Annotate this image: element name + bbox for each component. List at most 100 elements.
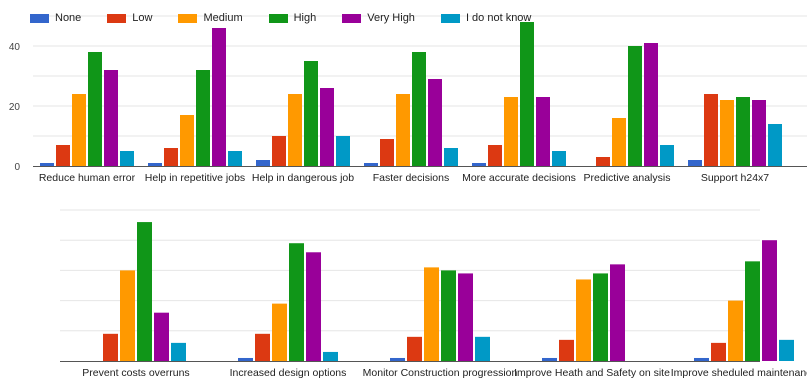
bar-i-do-not-know-monitor-construction-progression (475, 336, 490, 361)
bar-low-increased-design-options (255, 333, 270, 361)
x-tick-label: Improve Heath and Safety on site (514, 367, 670, 379)
bar-medium-help-in-dangerous-job (288, 94, 302, 166)
bar-i-do-not-know-help-in-repetitive-jobs (228, 151, 242, 166)
bar-very-high-improve-sheduled-maintenance (762, 240, 777, 361)
bar-i-do-not-know-more-accurate-decisions (552, 151, 566, 166)
x-tick-label: Prevent costs overruns (82, 367, 189, 379)
bar-none-improve-heath-and-safety-on-site (542, 357, 557, 361)
legend-item-high: High (268, 12, 317, 24)
bar-none-help-in-dangerous-job (256, 160, 270, 166)
bar-low-more-accurate-decisions (488, 145, 502, 166)
bar-high-increased-design-options (289, 243, 304, 361)
legend-swatch (268, 13, 288, 23)
bar-very-high-monitor-construction-progression (458, 273, 473, 361)
legend-swatch (30, 13, 49, 23)
bar-low-support-h24x7 (704, 94, 718, 166)
bar-very-high-more-accurate-decisions (536, 97, 550, 166)
x-tick-label: More accurate decisions (462, 172, 576, 184)
bar-very-high-help-in-repetitive-jobs (212, 28, 226, 166)
legend-label: High (293, 12, 317, 24)
bar-i-do-not-know-increased-design-options (323, 351, 338, 361)
legend-item-do-not-know: I do not know (440, 12, 532, 24)
legend-label: Low (132, 12, 153, 24)
bar-high-reduce-human-error (88, 52, 102, 166)
x-tick-label: Reduce human error (39, 172, 136, 184)
legend-label: None (55, 12, 82, 24)
bar-none-increased-design-options (238, 357, 253, 361)
bar-very-high-support-h24x7 (752, 100, 766, 166)
bar-high-faster-decisions (412, 52, 426, 166)
bar-high-improve-sheduled-maintenance (745, 261, 760, 361)
bar-high-help-in-repetitive-jobs (196, 70, 210, 166)
bar-medium-help-in-repetitive-jobs (180, 115, 194, 166)
bar-very-high-faster-decisions (428, 79, 442, 166)
bar-i-do-not-know-reduce-human-error (120, 151, 134, 166)
bar-medium-prevent-costs-overruns (120, 270, 135, 361)
x-tick-label: Improve sheduled maintenance (671, 367, 807, 379)
bar-low-faster-decisions (380, 139, 394, 166)
x-tick-label: Support h24x7 (701, 172, 769, 184)
legend-label: Medium (203, 12, 243, 24)
bar-high-more-accurate-decisions (520, 22, 534, 166)
bar-i-do-not-know-improve-sheduled-maintenance (779, 339, 794, 361)
bar-high-monitor-construction-progression (441, 270, 456, 361)
bar-medium-improve-heath-and-safety-on-site (576, 279, 591, 361)
bar-medium-increased-design-options (272, 303, 287, 361)
legend-label: I do not know (465, 12, 532, 24)
x-tick-label: Monitor Construction progression (363, 367, 518, 379)
legend-item-medium: Medium (178, 12, 243, 24)
bar-low-monitor-construction-progression (407, 336, 422, 361)
x-tick-label: Help in repetitive jobs (145, 172, 245, 184)
bar-low-predictive-analysis (596, 157, 610, 166)
bar-i-do-not-know-faster-decisions (444, 148, 458, 166)
bar-none-help-in-repetitive-jobs (148, 163, 162, 166)
bar-medium-monitor-construction-progression (424, 267, 439, 361)
bar-none-reduce-human-error (40, 163, 54, 166)
bar-low-prevent-costs-overruns (103, 333, 118, 361)
bar-i-do-not-know-predictive-analysis (660, 145, 674, 166)
bar-i-do-not-know-help-in-dangerous-job (336, 136, 350, 166)
bar-high-prevent-costs-overruns (137, 222, 152, 361)
bar-i-do-not-know-support-h24x7 (768, 124, 782, 166)
bar-medium-predictive-analysis (612, 118, 626, 166)
bar-very-high-prevent-costs-overruns (154, 312, 169, 361)
bar-none-improve-sheduled-maintenance (694, 357, 709, 361)
y-tick-label: 0 (14, 162, 20, 173)
bar-low-improve-sheduled-maintenance (711, 342, 726, 361)
bar-very-high-reduce-human-error (104, 70, 118, 166)
legend-item-very-high: Very High (342, 12, 415, 24)
bar-i-do-not-know-prevent-costs-overruns (171, 342, 186, 361)
bar-very-high-help-in-dangerous-job (320, 88, 334, 166)
y-tick-label: 40 (9, 42, 21, 53)
bar-medium-faster-decisions (396, 94, 410, 166)
x-tick-label: Help in dangerous job (252, 172, 354, 184)
chart-legend: None Low Medium High Very High I do not … (30, 10, 557, 26)
bar-very-high-improve-heath-and-safety-on-site (610, 264, 625, 361)
x-tick-label: Faster decisions (373, 172, 449, 184)
bar-none-more-accurate-decisions (472, 163, 486, 166)
bar-low-reduce-human-error (56, 145, 70, 166)
legend-swatch (178, 13, 198, 23)
bar-high-improve-heath-and-safety-on-site (593, 273, 608, 361)
bar-very-high-increased-design-options (306, 252, 321, 361)
bar-none-support-h24x7 (688, 160, 702, 166)
bar-low-help-in-dangerous-job (272, 136, 286, 166)
legend-swatch (342, 13, 362, 23)
bar-high-help-in-dangerous-job (304, 61, 318, 166)
bar-high-support-h24x7 (736, 97, 750, 166)
bar-medium-more-accurate-decisions (504, 97, 518, 166)
legend-item-low: Low (107, 12, 152, 24)
bar-very-high-predictive-analysis (644, 43, 658, 166)
bar-low-improve-heath-and-safety-on-site (559, 339, 574, 361)
legend-item-none: None (30, 12, 81, 24)
y-tick-label: 20 (9, 102, 21, 113)
bar-medium-reduce-human-error (72, 94, 86, 166)
bar-low-help-in-repetitive-jobs (164, 148, 178, 166)
bar-medium-support-h24x7 (720, 100, 734, 166)
x-tick-label: Increased design options (230, 367, 347, 379)
bar-none-faster-decisions (364, 163, 378, 166)
legend-label: Very High (367, 12, 415, 24)
legend-swatch (107, 13, 127, 23)
bar-medium-improve-sheduled-maintenance (728, 300, 743, 361)
